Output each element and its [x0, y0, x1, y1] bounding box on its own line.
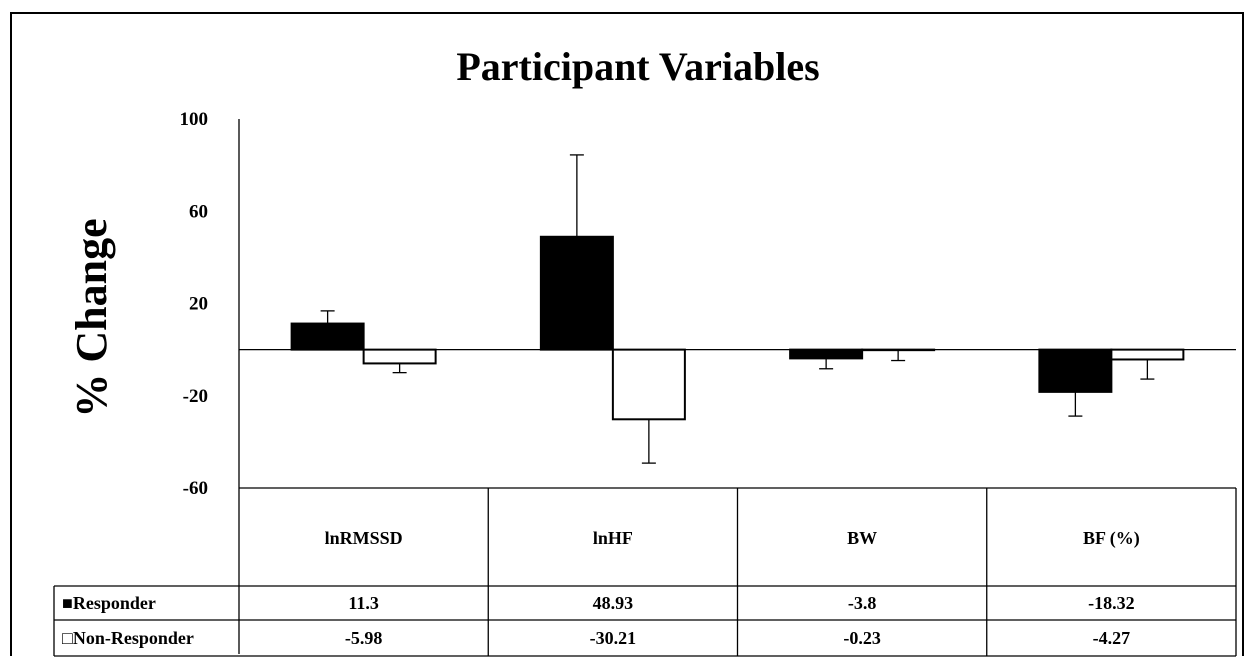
- y-tick-label: -20: [183, 386, 208, 407]
- data-label: 11.3: [348, 593, 379, 613]
- legend-responder: ■Responder: [62, 593, 156, 613]
- legend-non-responder: □Non-Responder: [62, 628, 194, 648]
- y-tick-label: 100: [180, 109, 209, 130]
- category-label: BW: [847, 528, 877, 548]
- data-label: -0.23: [843, 628, 881, 648]
- legend-series-name: Responder: [73, 593, 156, 613]
- data-label: -18.32: [1088, 593, 1135, 613]
- legend-series-name: Non-Responder: [73, 628, 194, 648]
- bar-responder: [1038, 348, 1113, 393]
- chart-title: Participant Variables: [456, 44, 819, 89]
- y-tick-label: 20: [189, 294, 208, 315]
- data-label: -30.21: [590, 628, 637, 648]
- category-label: lnRMSSD: [325, 528, 403, 548]
- data-label: 48.93: [593, 593, 634, 613]
- data-label: -4.27: [1093, 628, 1131, 648]
- data-label: -3.8: [848, 593, 877, 613]
- bar-responder: [290, 322, 365, 351]
- bar-responder: [539, 235, 614, 351]
- empty-square-icon: □: [62, 628, 73, 648]
- y-tick-label: -60: [183, 478, 208, 499]
- data-label: -5.98: [345, 628, 383, 648]
- category-label: BF (%): [1083, 528, 1140, 549]
- filled-square-icon: ■: [62, 593, 73, 613]
- bar-responder: [789, 348, 864, 360]
- category-label: lnHF: [593, 528, 633, 548]
- y-tick-label: 60: [189, 201, 208, 222]
- bar-non-responder: [362, 348, 437, 365]
- y-axis-label: % Change: [67, 218, 116, 417]
- bar-non-responder: [1110, 348, 1185, 361]
- chart-frame: Participant Variables % Change 100 60 20 -2…: [10, 12, 1244, 657]
- chart: Participant Variables % Change 100 60 20 -2…: [53, 44, 1237, 657]
- bar-non-responder: [611, 348, 686, 421]
